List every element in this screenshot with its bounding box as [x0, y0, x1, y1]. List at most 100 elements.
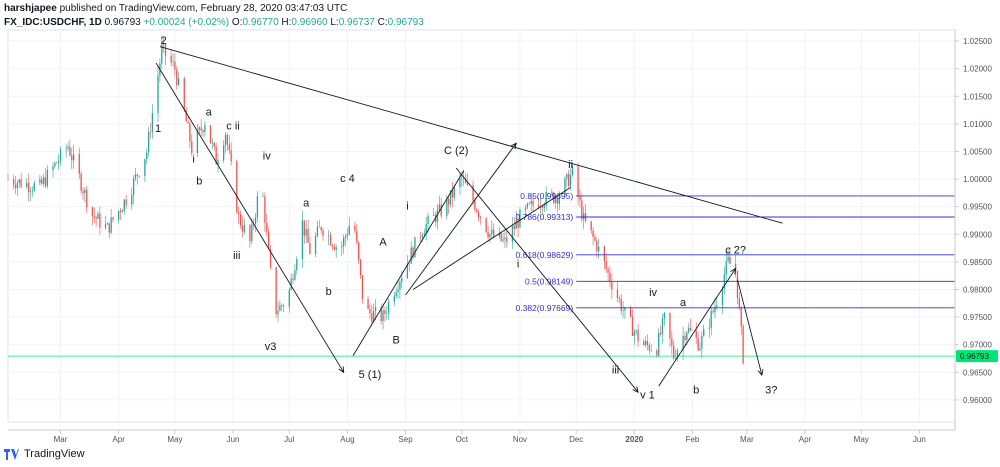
- candle: [86, 186, 88, 214]
- candle-body: [701, 336, 703, 349]
- candle-body: [493, 229, 495, 237]
- candle-body: [498, 232, 500, 237]
- candle-body: [504, 237, 506, 240]
- candle-body: [95, 217, 97, 219]
- candle: [290, 273, 292, 291]
- candle-body: [335, 247, 337, 250]
- candle-body: [631, 316, 634, 336]
- candle: [185, 107, 187, 122]
- candle: [196, 124, 199, 158]
- publisher-name: harshjapee: [4, 3, 57, 14]
- candle: [318, 219, 320, 228]
- candle: [478, 209, 480, 222]
- candle-body: [215, 146, 217, 165]
- candle-body: [86, 189, 88, 208]
- candle: [433, 207, 435, 216]
- candle: [710, 307, 712, 336]
- candle: [16, 180, 19, 196]
- candle-body: [380, 307, 382, 322]
- wave-label: b: [326, 286, 332, 298]
- candle: [643, 338, 645, 346]
- candle: [309, 236, 311, 255]
- candle-body: [661, 318, 664, 335]
- candle: [93, 207, 95, 224]
- candle: [620, 293, 622, 315]
- candle-body: [117, 210, 120, 220]
- candle-body: [65, 148, 67, 150]
- candle: [59, 146, 62, 166]
- candle: [569, 168, 572, 191]
- candle: [524, 204, 527, 217]
- candle: [333, 243, 335, 251]
- forecast-line: [737, 279, 763, 376]
- candle: [476, 208, 478, 214]
- wave-label: 1: [155, 123, 161, 135]
- candle-body: [524, 207, 527, 210]
- candle: [425, 217, 427, 241]
- candle-body: [314, 236, 317, 254]
- candle-body: [262, 196, 264, 197]
- candle-body: [605, 261, 607, 269]
- candle: [453, 184, 455, 201]
- candle: [189, 121, 191, 149]
- candle: [384, 306, 386, 322]
- candle: [187, 116, 189, 124]
- candle: [607, 267, 609, 281]
- candle-body: [279, 304, 281, 311]
- candle: [598, 238, 600, 259]
- candle: [725, 252, 727, 284]
- candle: [358, 241, 360, 264]
- candle-body: [305, 228, 307, 236]
- candle: [264, 192, 266, 233]
- candle-body: [72, 154, 75, 161]
- candle-body: [269, 248, 272, 268]
- candle: [303, 220, 305, 245]
- candle-body: [502, 239, 504, 241]
- candle-body: [436, 209, 439, 223]
- candle-body: [224, 134, 227, 146]
- candle-body: [674, 358, 677, 359]
- candle-body: [241, 225, 244, 232]
- candle: [419, 231, 422, 244]
- candle-body: [620, 298, 622, 311]
- candle: [382, 303, 384, 330]
- candle-body: [341, 246, 343, 248]
- candle: [504, 230, 506, 248]
- candle: [609, 265, 611, 288]
- candle-body: [686, 332, 688, 341]
- candle: [91, 206, 94, 226]
- candle-body: [538, 205, 540, 208]
- candle: [56, 161, 58, 164]
- candle: [217, 153, 219, 173]
- candle: [644, 336, 647, 348]
- candle-body: [46, 169, 49, 187]
- candle-body: [571, 166, 574, 175]
- channel-upper-line-arrowhead: [510, 142, 517, 150]
- candle: [183, 76, 185, 113]
- candle: [106, 221, 109, 225]
- candle: [307, 219, 309, 243]
- candle-body: [688, 327, 690, 333]
- candle: [616, 281, 619, 303]
- candle-body: [659, 332, 662, 335]
- candle: [346, 228, 349, 241]
- candle-body: [27, 182, 30, 192]
- candle: [65, 144, 67, 158]
- candle: [268, 227, 270, 250]
- candle-body: [684, 335, 686, 341]
- candle: [354, 221, 356, 234]
- candle-body: [710, 310, 712, 328]
- candle-body: [474, 200, 476, 210]
- candle-body: [541, 206, 544, 208]
- wave-label: v 1: [640, 389, 655, 401]
- candle: [448, 195, 450, 214]
- candle-body: [408, 263, 410, 265]
- candle-body: [196, 130, 199, 154]
- price-axis: 1.02500 1.02000 1.01500 1.01000 1.00500 1.000…: [954, 30, 992, 430]
- candle: [27, 173, 30, 202]
- candle-body: [134, 174, 137, 179]
- candle: [356, 224, 358, 245]
- candle-body: [697, 337, 699, 351]
- candle: [688, 322, 690, 335]
